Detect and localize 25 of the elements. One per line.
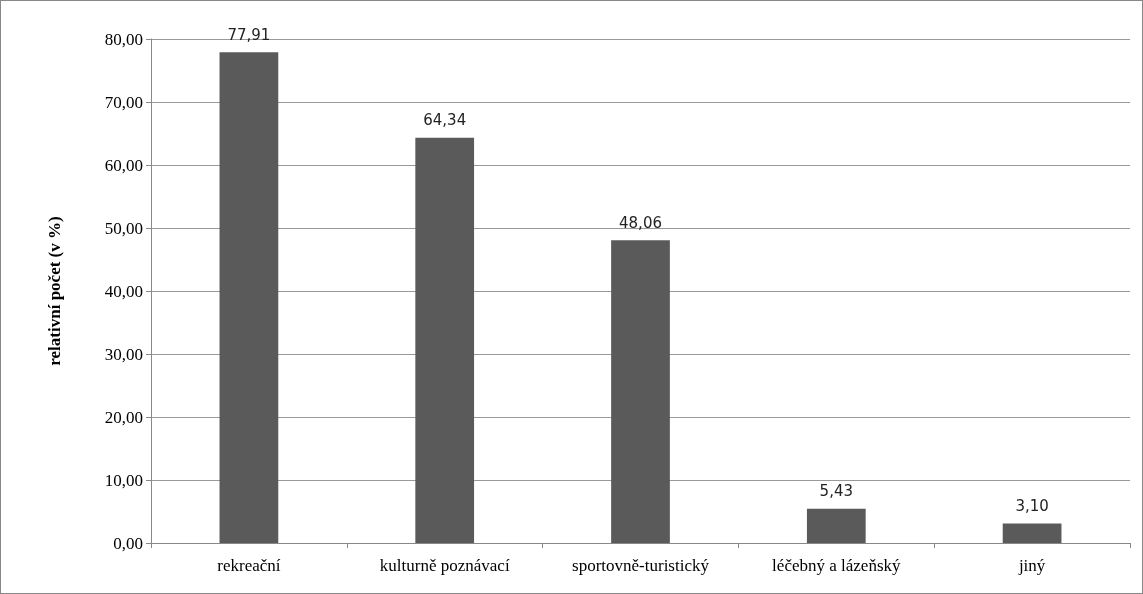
data-label: 64,34 — [423, 111, 467, 130]
bar — [415, 137, 475, 543]
y-axis-title: relativní počet (v %) — [45, 216, 64, 366]
y-tick-label: 40,00 — [104, 281, 143, 301]
x-tick-label: jiný — [1017, 556, 1046, 575]
bar — [1002, 523, 1062, 543]
y-tick-label: 70,00 — [104, 92, 143, 112]
y-tick-label: 80,00 — [104, 29, 143, 49]
x-tick-label: sportovně-turistický — [572, 556, 710, 575]
y-tick-label: 60,00 — [104, 155, 143, 175]
bar — [806, 508, 866, 543]
y-tick-label: 50,00 — [104, 218, 143, 238]
x-tick-label: rekreační — [217, 556, 281, 575]
y-tick-label: 20,00 — [104, 407, 143, 427]
data-label: 3,10 — [1015, 496, 1049, 515]
data-label: 5,43 — [819, 482, 853, 501]
y-tick-label: 30,00 — [104, 344, 143, 364]
bar — [611, 240, 670, 543]
x-tick-label: kulturně poznávací — [379, 556, 510, 575]
y-tick-label: 10,00 — [104, 470, 143, 490]
x-tick-label: léčebný a lázeňský — [772, 556, 901, 575]
bar — [219, 52, 279, 543]
data-label: 77,91 — [227, 25, 271, 44]
y-tick-label: 0,00 — [113, 533, 143, 553]
data-label: 48,06 — [619, 213, 662, 232]
